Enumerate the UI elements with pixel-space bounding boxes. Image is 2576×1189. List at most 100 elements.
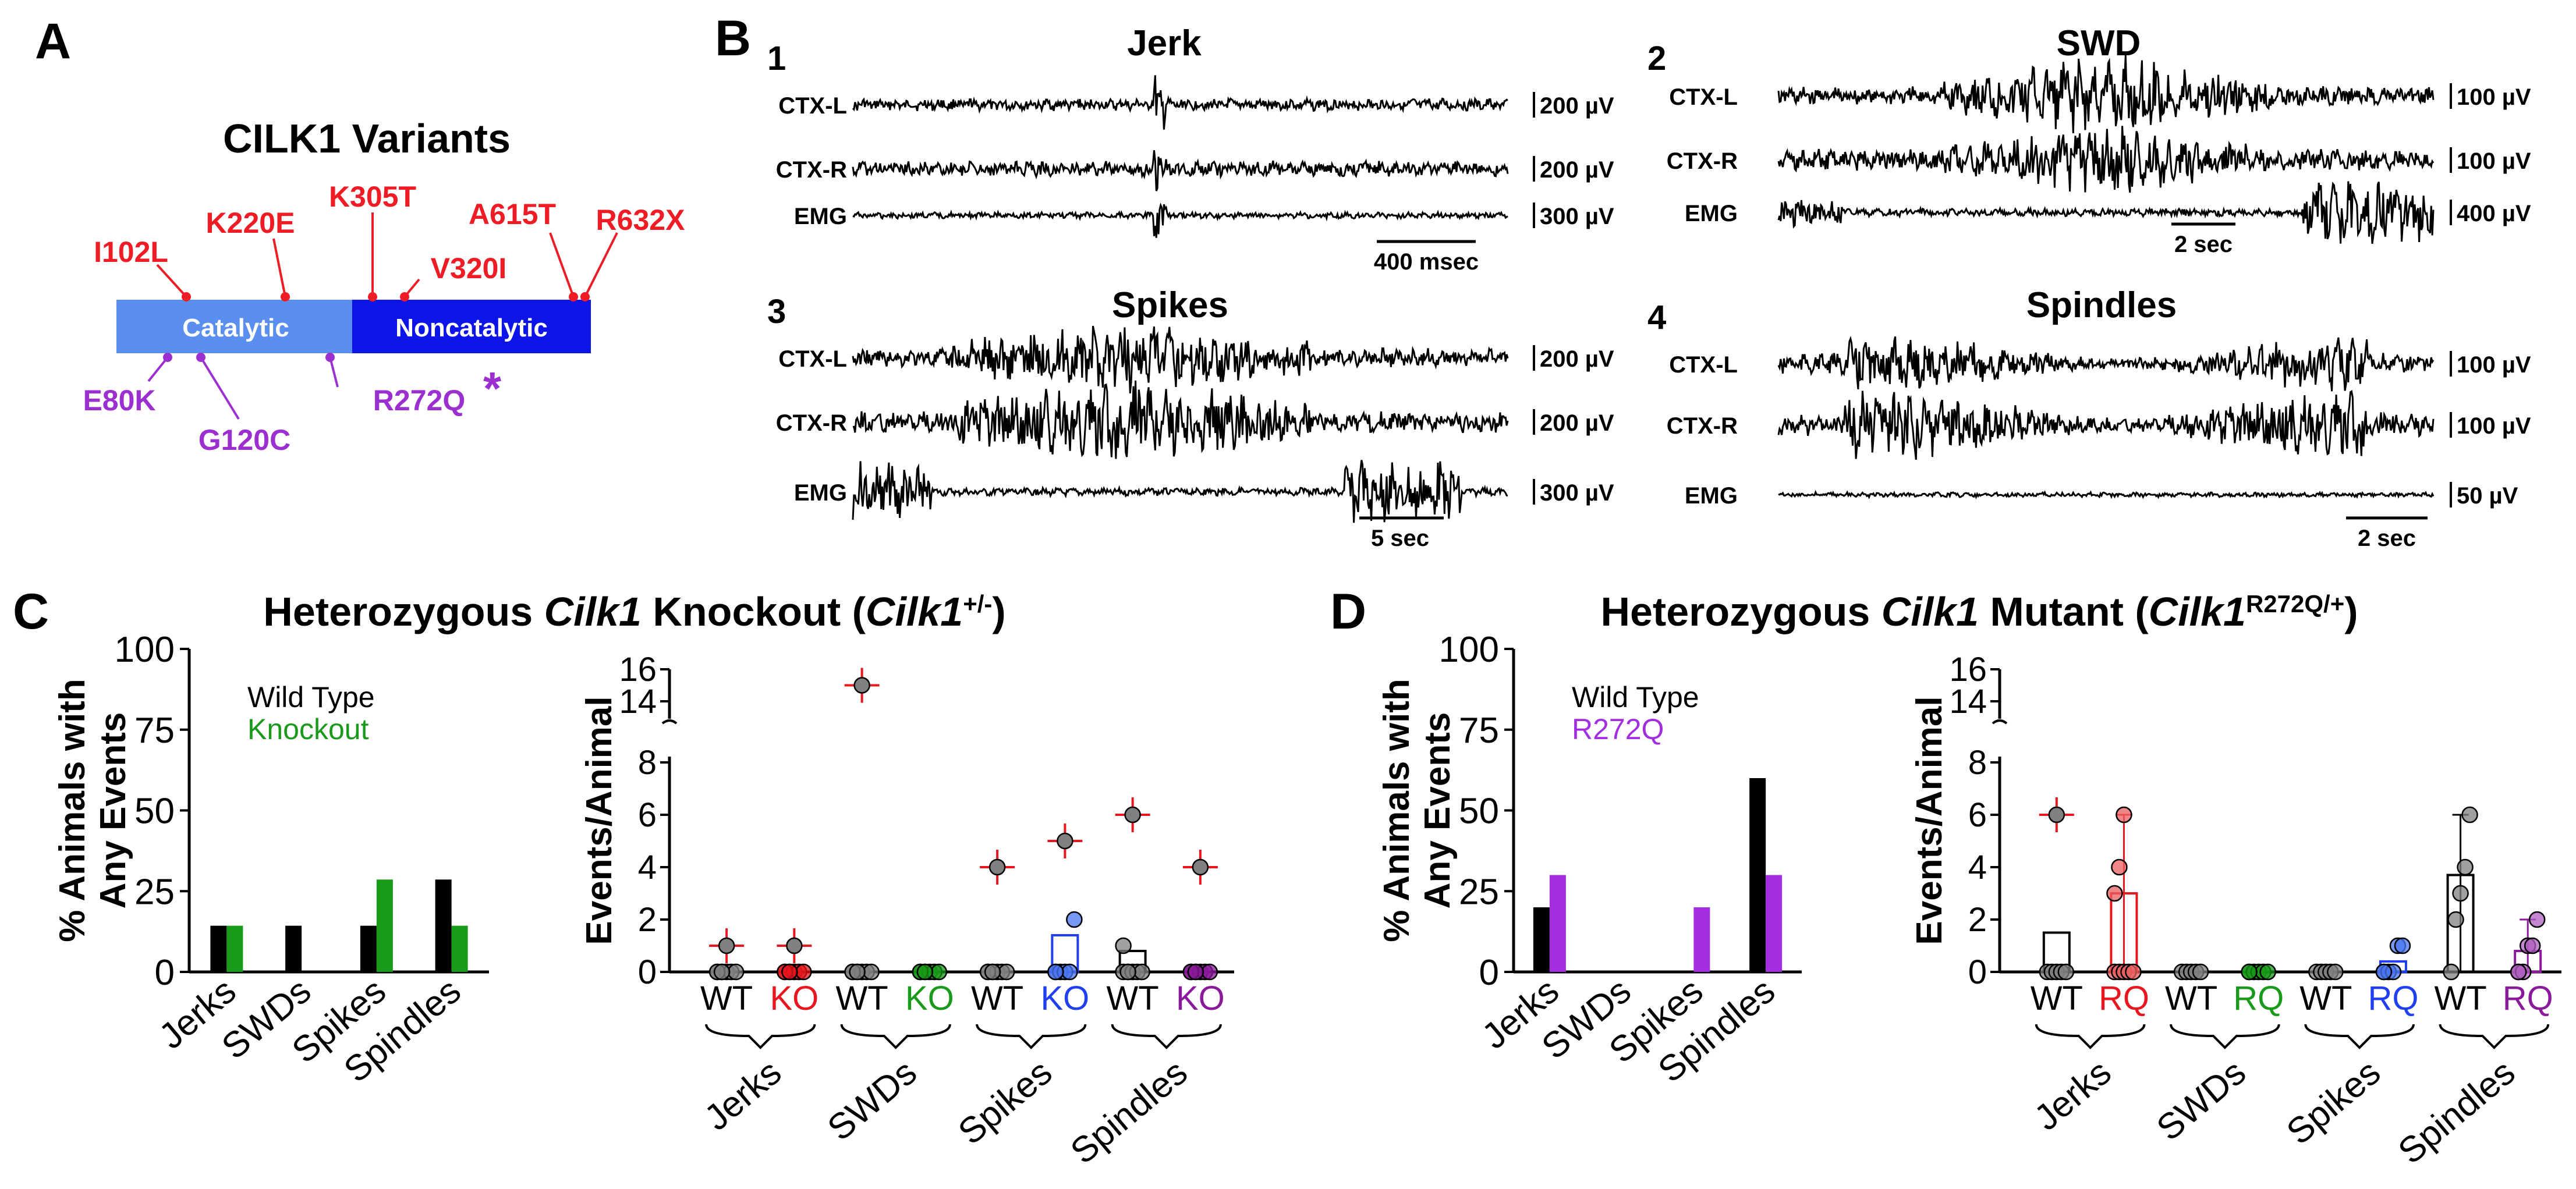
y-tick-label: 25 [134,872,175,912]
trace-line-emg [852,460,1508,523]
data-point [2524,937,2541,954]
channel-label-emg: EMG [794,480,847,506]
time-scale-label: 400 msec [1374,249,1479,275]
y-axis-title: % Animals with [1377,679,1417,942]
trace-panel-title: Jerk [1127,23,1202,63]
y-tick-label: 4 [1968,849,1987,886]
variant-leader-line [584,232,618,297]
trace-line-emg [1778,489,2435,500]
trace-line-ctx-r [1777,126,2435,193]
variant-dot [182,292,191,301]
panel-label-d: D [1330,584,1366,640]
bar-wild-type [435,879,452,972]
group-label: Spindles [1063,1052,1195,1172]
column-label: KO [770,979,818,1017]
column-label: KO [1176,979,1225,1017]
variant-label-k305t: K305T [329,180,416,213]
data-point [2192,963,2209,981]
column-label: WT [2299,979,2352,1017]
outlier-point [2048,806,2065,824]
y-tick-label: 16 [619,651,657,688]
y-tick-label: 0 [155,953,175,993]
variant-leader-line [329,357,339,388]
data-point [849,963,866,981]
column-label: RQ [2233,979,2284,1017]
group-brace [2035,1024,2146,1049]
outlier-point [718,937,735,954]
variant-dot [325,353,335,362]
noncatalytic-domain [352,300,591,353]
group-label: SWDs [820,1052,924,1149]
axis-break-mark [661,719,678,725]
variant-asterisk: * [483,363,502,414]
y-tick-label: 8 [1968,744,1987,782]
data-point [998,963,1015,981]
data-point [1066,911,1083,928]
y-tick-label: 75 [134,711,175,751]
amplitude-scale-label: 50 µV [2457,483,2518,509]
title-part: Cilk1 [2149,589,2246,634]
panel-label-c: C [13,584,49,640]
y-tick-label: 75 [1459,711,1499,751]
data-point [1201,963,1218,981]
channel-label-ctx-r: CTX-R [776,410,847,436]
bar-knockout [451,925,468,972]
data-point [2452,885,2469,902]
bar-wild-type [1533,907,1550,972]
y-tick-label: 6 [1968,796,1987,834]
y-tick-label: 25 [1459,872,1499,912]
trace-panel-number: 4 [1647,299,1666,336]
noncatalytic-label: Noncatalytic [395,314,548,342]
y-tick-label: 8 [638,744,657,782]
trace-panel-number: 2 [1647,40,1666,77]
trace-panel-number: 1 [767,40,786,77]
panel-labels: A B C D [13,10,1366,640]
data-point [781,963,798,981]
amplitude-scale-label: 100 µV [2457,84,2531,110]
trace-line-ctx-r [1777,389,2435,460]
column-label: WT [2434,979,2486,1017]
amplitude-scale-label: 200 µV [1540,93,1614,119]
title-part: ) [2344,589,2358,634]
y-axis-title: % Animals with [52,679,93,942]
catalytic-label: Catalytic [182,314,289,342]
panel-b: 1 Jerk CTX-L 200 µV CTX-R 200 µV EMG 300 µV 400 … [767,23,2531,551]
amplitude-scale-label: 200 µV [1540,346,1614,372]
column-label: WT [971,979,1023,1017]
variant-leader-line [147,356,169,382]
data-point [2461,806,2478,824]
data-point [727,963,745,981]
data-point [2375,963,2393,981]
group-brace [2439,1024,2550,1049]
amplitude-scale-label: 100 µV [2457,148,2531,174]
group-brace [2170,1024,2280,1049]
data-point [2443,963,2460,981]
channel-label-ctx-l: CTX-L [778,93,847,119]
outlier-point [1124,806,1141,824]
title-part: Heterozygous [1600,589,1881,634]
column-label: RQ [2368,979,2418,1017]
variant-dot [368,292,377,301]
amplitude-scale-label: 300 µV [1540,204,1614,229]
y-tick-label: 16 [1949,651,1987,688]
bar-wild-type [210,925,227,972]
data-point [2528,911,2546,928]
trace-line-ctx-l [1777,55,2435,134]
outlier-point [1057,832,1073,850]
trace-panel-1: 1 Jerk CTX-L 200 µV CTX-R 200 µV EMG 300 µV 400 … [767,23,1614,275]
column-label: KO [1040,979,1089,1017]
variant-leader-line [200,356,240,420]
group-brace [2304,1024,2415,1049]
y-tick-label: 0 [1968,953,1987,991]
trace-line-ctx-l [852,325,1509,394]
data-point [2510,963,2527,981]
data-point [2327,963,2344,981]
group-brace [840,1024,951,1049]
channel-label-ctx-r: CTX-R [1667,413,1738,439]
group-brace [705,1024,816,1049]
trace-line-ctx-r [852,380,1509,459]
channel-label-ctx-l: CTX-L [778,346,847,372]
